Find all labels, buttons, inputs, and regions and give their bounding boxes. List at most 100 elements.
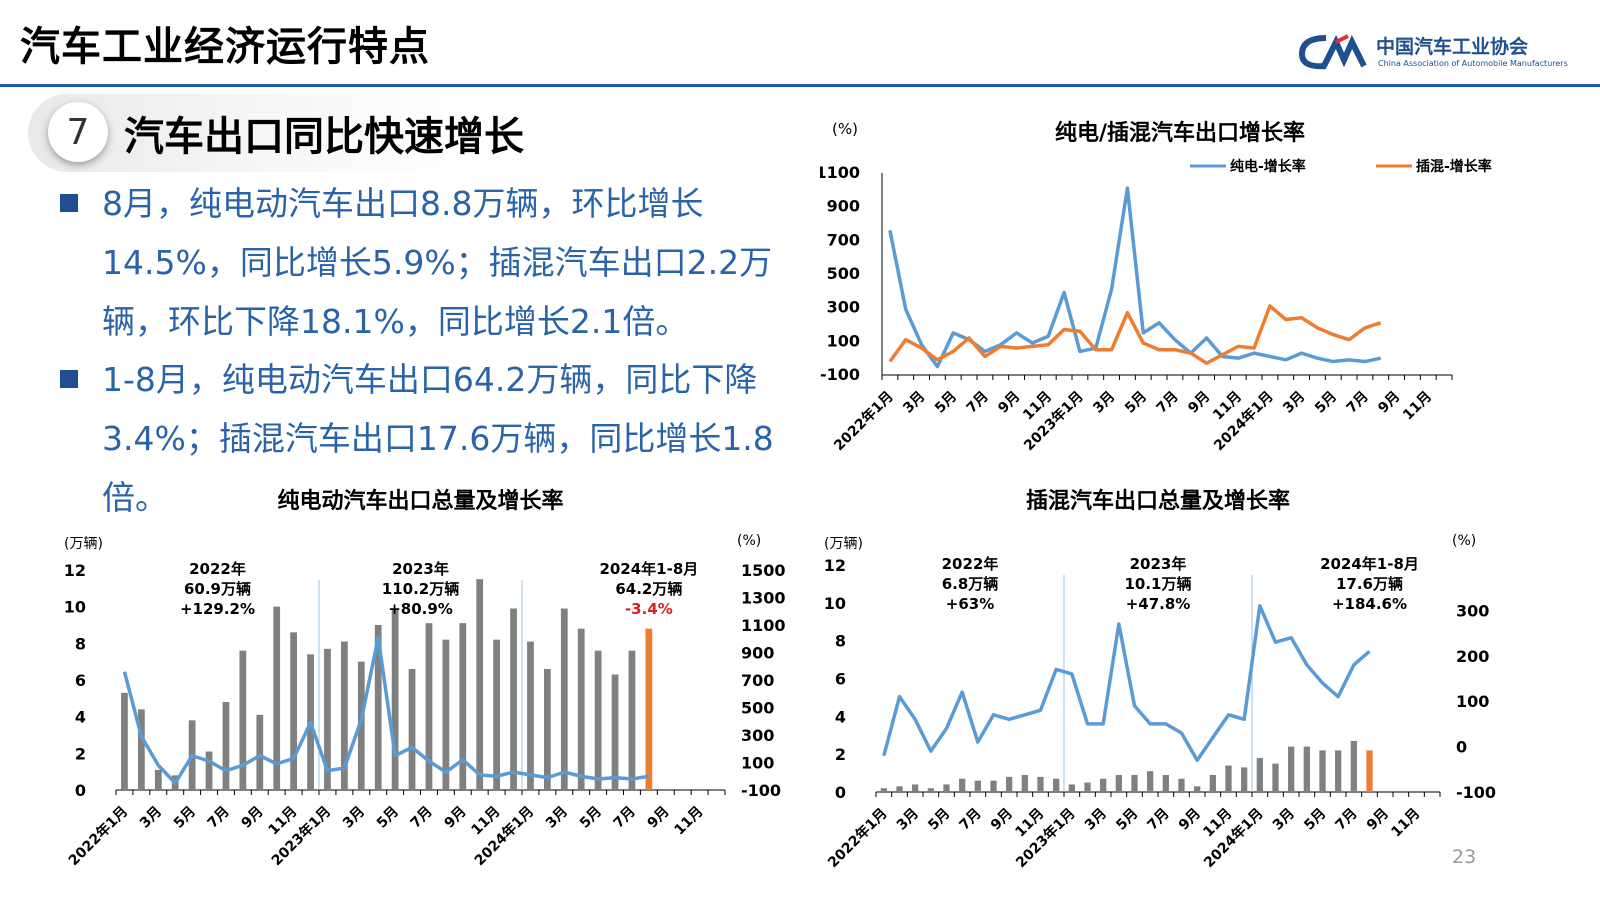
bar (459, 623, 467, 790)
x-tick-label: 7月 (1344, 389, 1372, 417)
bar (1272, 763, 1279, 792)
x-tick-label: 7月 (1145, 806, 1173, 834)
bar (374, 625, 382, 790)
bar (943, 784, 950, 792)
x-tick-label: 5月 (932, 389, 960, 417)
y2-tick-label: 1300 (741, 589, 786, 608)
x-tick-label: 3月 (900, 389, 928, 417)
x-tick-label: 3月 (894, 806, 922, 834)
y-tick-label: 0 (835, 783, 846, 802)
chart-title: 纯电动汽车出口总量及增长率 (277, 488, 563, 514)
y-unit-label: (万辆) (824, 536, 863, 552)
bar (1021, 774, 1028, 792)
logo-icon (1298, 34, 1367, 70)
y-tick-label: 100 (827, 331, 860, 350)
bar (1068, 784, 1075, 792)
x-tick-label: 5月 (1301, 806, 1329, 834)
bar (594, 650, 602, 790)
x-tick-label: 5月 (925, 806, 953, 834)
annotation-rate: +184.6% (1332, 595, 1407, 613)
x-tick-label: 11月 (671, 804, 706, 839)
y-tick-label: 6 (835, 670, 846, 689)
bar (896, 786, 903, 792)
x-tick-label: 5月 (1113, 806, 1141, 834)
bar (137, 709, 145, 790)
bar (1006, 776, 1013, 792)
bar (1100, 778, 1107, 792)
bar (408, 669, 416, 790)
bar (1053, 778, 1060, 792)
annotation-total: 10.1万辆 (1124, 575, 1191, 593)
y-tick-label: 2 (75, 744, 86, 763)
y-tick-label: 300 (827, 298, 860, 317)
y-tick-label: 12 (824, 556, 846, 575)
y2-tick-label: 700 (741, 671, 774, 690)
bar (357, 661, 365, 790)
bullet-text-1: 8月，纯电动汽车出口8.8万辆，环比增长14.5%，同比增长5.9%；插混汽车出… (102, 184, 773, 341)
x-tick-label: 9月 (645, 804, 673, 832)
x-tick-label: 3月 (340, 804, 368, 832)
logo-text: 中国汽车工业协会 (1376, 36, 1529, 58)
bar (1319, 750, 1326, 792)
bar (611, 674, 619, 790)
y-tick-label: 8 (75, 634, 86, 653)
y2-tick-label: -100 (741, 781, 781, 800)
annotation-year: 2024年1-8月 (1320, 555, 1419, 573)
chart-title: 插混汽车出口总量及增长率 (1026, 488, 1290, 514)
y2-tick-label: -100 (1456, 783, 1496, 802)
bar (1350, 740, 1357, 792)
bar (645, 628, 653, 790)
y2-tick-label: 300 (1456, 601, 1489, 620)
y2-tick-label: 300 (741, 726, 774, 745)
x-tick-label: 9月 (442, 804, 470, 832)
y-tick-label: 0 (75, 781, 86, 800)
x-tick-label: 7月 (205, 804, 233, 832)
y-tick-label: 10 (824, 594, 846, 613)
y-tick-label: -100 (820, 365, 860, 384)
y-tick-label: 6 (75, 671, 86, 690)
x-tick-label: 3月 (137, 804, 165, 832)
legend-label: 纯电-增长率 (1230, 158, 1306, 175)
x-tick-label: 11月 (1388, 806, 1423, 841)
y-unit-label: (万辆) (64, 536, 103, 552)
bar (1303, 746, 1310, 792)
annotation-rate: -3.4% (625, 600, 673, 618)
annotation-rate: +129.2% (180, 600, 255, 618)
y2-unit-label: (%) (737, 533, 761, 549)
legend-label: 插混-增长率 (1416, 158, 1492, 175)
page-number: 23 (1452, 846, 1477, 868)
rate-line (122, 635, 650, 785)
bar (927, 788, 934, 792)
series-line (888, 186, 1382, 369)
bar (1241, 767, 1248, 792)
bar (425, 623, 433, 790)
x-tick-label: 5月 (577, 804, 605, 832)
x-tick-label: 7月 (957, 806, 985, 834)
annotation-rate: +80.9% (388, 600, 453, 618)
annotation-year: 2022年 (942, 555, 999, 573)
bar (1084, 782, 1091, 792)
bar (510, 608, 517, 790)
bar (880, 788, 887, 792)
chart-title: 纯电/插混汽车出口增长率 (1055, 120, 1305, 146)
y-unit-label: (%) (832, 120, 858, 138)
y2-tick-label: 200 (1456, 647, 1489, 666)
bullet-text-2: 1-8月，纯电动汽车出口64.2万辆，同比下降3.4%；插混汽车出口17.6万辆… (102, 360, 774, 517)
x-tick-label: 5月 (171, 804, 199, 832)
y2-tick-label: 900 (741, 644, 774, 663)
bar (1147, 771, 1154, 792)
y2-tick-label: 500 (741, 699, 774, 718)
x-tick-label: 7月 (408, 804, 436, 832)
bar (391, 608, 399, 790)
annotation-year: 2023年 (1130, 555, 1187, 573)
x-tick-label: 7月 (611, 804, 639, 832)
y-tick-label: 12 (64, 561, 86, 580)
y2-tick-label: 0 (1456, 738, 1467, 757)
y-tick-label: 4 (75, 708, 86, 727)
bar (324, 648, 331, 790)
page-title: 汽车工业经济运行特点 (20, 24, 430, 70)
bar (493, 639, 501, 790)
bar (959, 778, 966, 792)
logo-subtext: China Association of Automobile Manufact… (1378, 59, 1568, 68)
section-title: 汽车出口同比快速增长 (124, 114, 524, 160)
